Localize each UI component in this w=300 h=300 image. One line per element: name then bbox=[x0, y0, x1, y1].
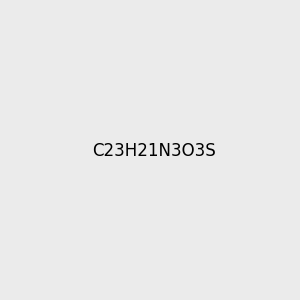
Text: C23H21N3O3S: C23H21N3O3S bbox=[92, 142, 216, 160]
